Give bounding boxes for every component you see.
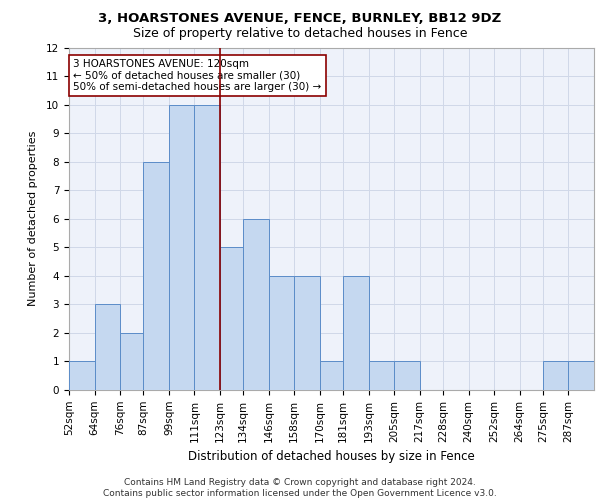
Bar <box>169 104 194 390</box>
Bar <box>95 304 120 390</box>
Bar <box>194 104 220 390</box>
Bar <box>568 362 594 390</box>
Bar <box>143 162 169 390</box>
Bar <box>394 362 420 390</box>
Text: Size of property relative to detached houses in Fence: Size of property relative to detached ho… <box>133 28 467 40</box>
Y-axis label: Number of detached properties: Number of detached properties <box>28 131 38 306</box>
Bar <box>320 362 343 390</box>
Bar <box>295 276 320 390</box>
Bar <box>243 219 269 390</box>
X-axis label: Distribution of detached houses by size in Fence: Distribution of detached houses by size … <box>188 450 475 463</box>
Bar <box>269 276 295 390</box>
Text: 3, HOARSTONES AVENUE, FENCE, BURNLEY, BB12 9DZ: 3, HOARSTONES AVENUE, FENCE, BURNLEY, BB… <box>98 12 502 26</box>
Bar <box>220 248 243 390</box>
Bar <box>69 362 95 390</box>
Bar <box>543 362 568 390</box>
Bar <box>120 333 143 390</box>
Bar <box>343 276 368 390</box>
Text: Contains HM Land Registry data © Crown copyright and database right 2024.
Contai: Contains HM Land Registry data © Crown c… <box>103 478 497 498</box>
Text: 3 HOARSTONES AVENUE: 120sqm
← 50% of detached houses are smaller (30)
50% of sem: 3 HOARSTONES AVENUE: 120sqm ← 50% of det… <box>73 59 322 92</box>
Bar <box>368 362 394 390</box>
